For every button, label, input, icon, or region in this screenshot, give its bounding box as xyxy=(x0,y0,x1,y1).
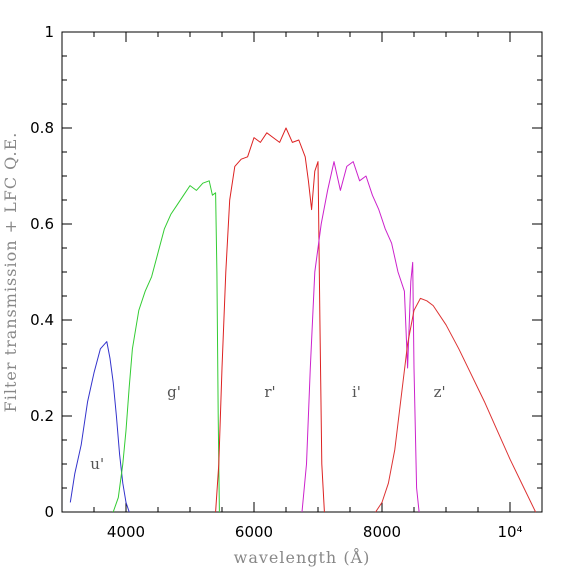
y-tick-label: 0.6 xyxy=(30,215,54,233)
x-tick-label: 4000 xyxy=(107,523,145,541)
series-line-r xyxy=(215,127,325,513)
y-tick-label: 1 xyxy=(44,23,54,41)
y-axis-label: Filter transmission + LFC Q.E. xyxy=(1,132,20,413)
band-label: i' xyxy=(352,383,361,401)
band-label: u' xyxy=(90,455,104,473)
series-line-z xyxy=(375,297,537,513)
band-labels: u' g' r' i' z' xyxy=(90,383,445,473)
x-tick-label: 6000 xyxy=(235,523,273,541)
y-tick-label: 0.2 xyxy=(30,407,54,425)
band-label: r' xyxy=(264,383,275,401)
y-tick-label: 0.4 xyxy=(30,311,54,329)
y-tick-label: 0 xyxy=(44,503,54,521)
series-line-u xyxy=(69,341,130,513)
band-label: z' xyxy=(434,383,446,401)
band-label: g' xyxy=(167,383,181,401)
x-axis-label: wavelength (Å) xyxy=(234,547,371,567)
series-lines xyxy=(69,127,537,513)
series-line-g xyxy=(112,180,220,513)
axis-ticks xyxy=(61,31,543,513)
y-tick-label: 0.8 xyxy=(30,119,54,137)
x-tick-label: 8000 xyxy=(363,523,401,541)
x-tick-label: 10⁴ xyxy=(497,523,522,541)
series-line-i xyxy=(301,161,420,513)
plot-frame xyxy=(61,31,543,513)
tick-labels: 4000 6000 8000 10⁴ 0 0.2 0.4 0.6 0.8 1 xyxy=(30,23,522,541)
